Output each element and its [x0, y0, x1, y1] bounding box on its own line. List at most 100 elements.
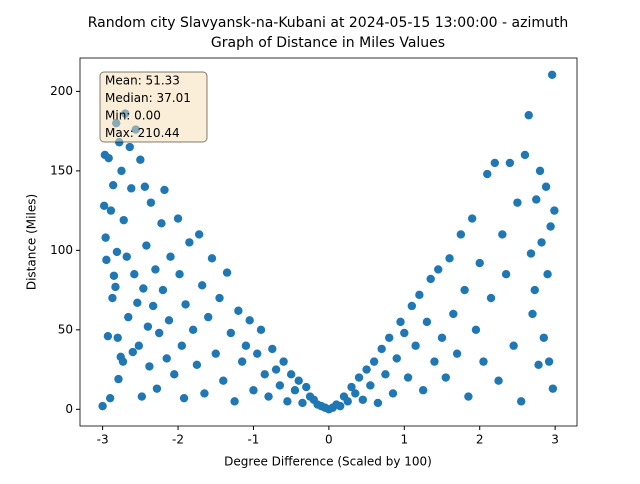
scatter-point [437, 333, 447, 342]
scatter-point [197, 281, 207, 290]
y-tick-label: 200 [50, 84, 73, 98]
scatter-point [534, 360, 543, 369]
scatter-point [102, 255, 111, 265]
scatter-point [520, 150, 530, 160]
scatter-point [130, 269, 139, 279]
scatter-point [119, 215, 128, 225]
scatter-point [104, 153, 113, 163]
scatter-point [351, 389, 360, 398]
scatter-point [422, 317, 432, 327]
x-tick-label: 0 [325, 433, 333, 447]
scatter-point [219, 376, 228, 385]
scatter-point [392, 354, 401, 363]
scatter-point [109, 271, 119, 280]
x-tick-label: 3 [551, 433, 559, 447]
x-tick-label: -3 [97, 433, 109, 447]
scatter-point [200, 389, 209, 398]
scatter-point [111, 282, 120, 292]
scatter-point [103, 331, 113, 341]
scatter-point [245, 316, 254, 325]
scatter-point [464, 392, 473, 401]
scatter-point [541, 182, 551, 191]
scatter-point [145, 362, 154, 371]
scatter-point [166, 252, 175, 261]
scatter-point [494, 376, 503, 385]
scatter-point [222, 268, 232, 277]
scatter-point [256, 325, 266, 335]
stats-text: Min: 0.00 [105, 109, 161, 123]
scatter-point [456, 230, 466, 239]
y-tick-label: 50 [58, 322, 73, 336]
scatter-point [543, 269, 552, 279]
x-tick-label: 1 [400, 433, 408, 447]
scatter-point [211, 349, 220, 358]
scatter-point [108, 293, 117, 303]
scatter-point [164, 316, 174, 325]
scatter-point [550, 206, 559, 215]
scatter-point [501, 269, 511, 279]
scatter-point [524, 111, 533, 120]
chart-subtitle: Graph of Distance in Miles Values [211, 35, 445, 51]
scatter-point [486, 293, 496, 303]
scatter-point [207, 254, 217, 263]
scatter-point [154, 328, 164, 338]
scatter-point [241, 341, 251, 350]
y-axis-label: Distance (Miles) [25, 194, 39, 290]
scatter-point [237, 357, 247, 366]
scatter-point [535, 166, 545, 176]
scatter-point [105, 393, 115, 403]
scatter-point [544, 357, 554, 366]
scatter-point [98, 401, 107, 411]
scatter-point [114, 374, 123, 384]
scatter-point [234, 306, 243, 315]
scatter-point [137, 392, 147, 401]
scatter-point [226, 328, 236, 338]
scatter-point [125, 142, 134, 152]
scatter-point [452, 349, 462, 358]
scatter-point [127, 184, 136, 193]
scatter-point [118, 357, 128, 366]
scatter-point [215, 293, 224, 303]
scatter-point [204, 312, 213, 322]
scatter-point [526, 249, 536, 258]
scatter-point [139, 284, 148, 293]
stats-text: Median: 37.01 [105, 91, 191, 105]
x-tick-label: -1 [247, 433, 259, 447]
scatter-point [426, 274, 435, 284]
scatter-point [275, 381, 285, 390]
scatter-point [148, 301, 158, 311]
scatter-point [113, 333, 122, 342]
scatter-point [143, 322, 153, 331]
scatter-point [509, 341, 518, 350]
scatter-point [264, 392, 273, 401]
scatter-point [179, 393, 189, 403]
x-tick-label: 2 [476, 433, 484, 447]
scatter-point [445, 254, 454, 263]
scatter-point [181, 300, 190, 309]
stats-text: Mean: 51.33 [105, 74, 180, 88]
scatter-point [173, 214, 183, 223]
scatter-point [152, 384, 162, 393]
scatter-point [358, 395, 368, 404]
scatter-point [158, 285, 168, 295]
scatter-point [467, 214, 477, 223]
scatter-point [388, 389, 398, 398]
scatter-point [460, 285, 469, 295]
scatter-point [268, 344, 277, 354]
x-axis-label: Degree Difference (Scaled by 100) [224, 455, 432, 469]
scatter-point [283, 397, 292, 406]
scatter-point [290, 386, 300, 395]
scatter-point [175, 269, 184, 279]
scatter-point [142, 241, 151, 250]
scatter-point [192, 360, 202, 369]
scatter-point [124, 312, 133, 322]
scatter-point [157, 219, 166, 228]
scatter-point [471, 325, 481, 335]
scatter-point [400, 328, 409, 338]
scatter-point [140, 182, 150, 191]
scatter-point [547, 70, 557, 79]
scatter-point [279, 357, 288, 366]
scatter-point [396, 317, 405, 327]
y-tick-label: 100 [50, 243, 73, 257]
